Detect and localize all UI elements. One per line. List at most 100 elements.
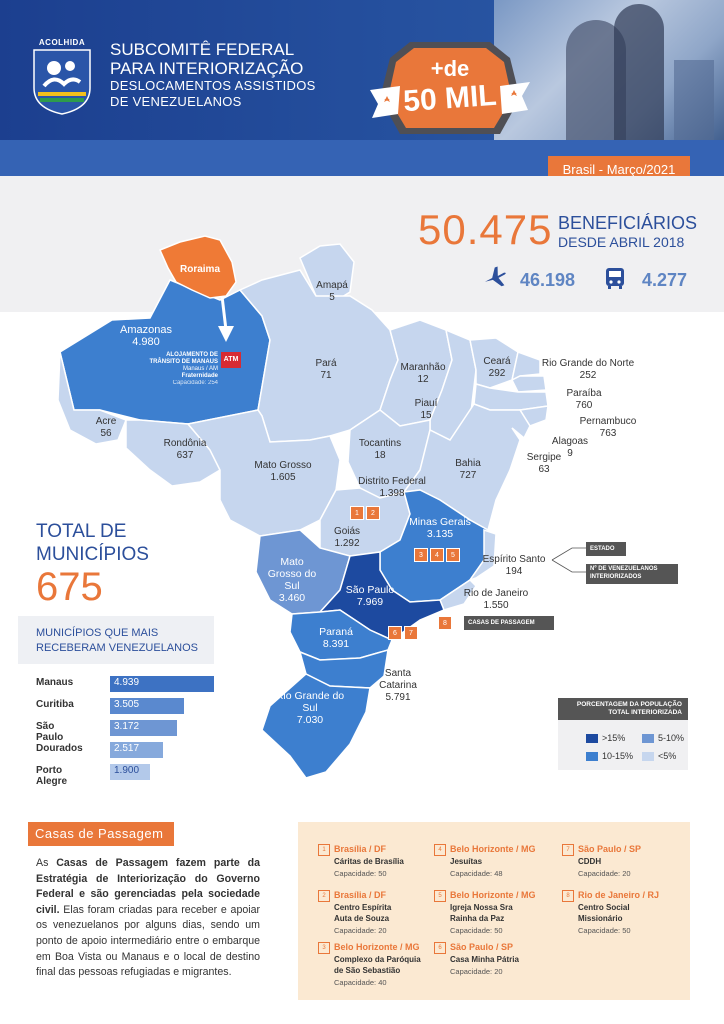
total-municipios-title: TOTAL DE MUNICÍPIOS bbox=[36, 521, 149, 565]
label-mato-grosso-do-sul: Mato Grosso do Sul 3.460 bbox=[267, 556, 317, 604]
casa-name: Cáritas de Brasília bbox=[334, 857, 404, 866]
state-espirito-santo bbox=[468, 528, 497, 582]
casa-city: Belo Horizonte / MG bbox=[450, 890, 536, 900]
bar bbox=[110, 698, 184, 714]
house-icon: 1 bbox=[318, 844, 330, 856]
label-pe: Pernambuco 763 bbox=[579, 416, 637, 439]
casa-capacity: Capacidade: 50 bbox=[450, 926, 503, 935]
house-icon: 5 bbox=[434, 890, 446, 902]
house-icon: 2 bbox=[318, 890, 330, 902]
house-5-marker: 5 bbox=[446, 548, 460, 562]
bus-icon bbox=[606, 268, 624, 289]
house-icon: 4 bbox=[434, 844, 446, 856]
legend-lt5: <5% bbox=[658, 751, 677, 761]
alojamento-manaus: ALOJAMENTO DE TRÂNSITO DE MANAUS Manaus … bbox=[149, 352, 218, 386]
casa-capacity: Capacidade: 40 bbox=[334, 978, 387, 987]
house-icon: 3 bbox=[318, 942, 330, 954]
bar-label: Dourados bbox=[36, 743, 83, 754]
municipios-box bbox=[18, 616, 214, 664]
label-espirito-santo: Espírito Santo 194 bbox=[482, 554, 546, 577]
state-ceara bbox=[469, 337, 519, 389]
house-4-marker: 4 bbox=[430, 548, 444, 562]
label-para: Pará 71 bbox=[315, 358, 337, 381]
fifty-thousand-badge: +de 50 MIL bbox=[370, 38, 530, 148]
casa-city: São Paulo / SP bbox=[578, 844, 642, 854]
state-rio-grande-do-sul bbox=[261, 673, 371, 779]
title-line2: PARA INTERIORIZAÇÃO bbox=[110, 59, 304, 78]
bar-label: São Paulo bbox=[36, 721, 64, 743]
label-df: Distrito Federal 1.398 bbox=[358, 476, 426, 499]
badge-prefix: +de bbox=[430, 56, 470, 81]
header-banner bbox=[0, 0, 724, 140]
bus-count: 4.277 bbox=[642, 270, 688, 290]
bar bbox=[110, 676, 214, 692]
house-3-marker: 3 bbox=[414, 548, 428, 562]
label-bahia: Bahia 727 bbox=[455, 458, 481, 481]
bar-value: 2.517 bbox=[114, 743, 140, 754]
bar bbox=[110, 742, 163, 758]
header-photo bbox=[494, 0, 724, 140]
legend-10-15: 10-15% bbox=[602, 751, 634, 761]
casa-capacity: Capacidade: 20 bbox=[334, 926, 387, 935]
label-rondonia: Rondônia 637 bbox=[163, 438, 207, 461]
casa-capacity: Capacidade: 50 bbox=[578, 926, 631, 935]
casa-name: Centro Espírita Auta de Souza bbox=[334, 903, 392, 923]
casa-city: São Paulo / SP bbox=[450, 942, 514, 952]
acolhida-logo bbox=[33, 49, 91, 115]
label-se: Sergipe 63 bbox=[526, 452, 562, 475]
casa-capacity: Capacidade: 48 bbox=[450, 869, 503, 878]
legend-estado: ESTADO bbox=[586, 542, 626, 556]
bar bbox=[110, 764, 150, 780]
label-mato-grosso: Mato Grosso 1.605 bbox=[254, 460, 312, 483]
house-1-marker: 1 bbox=[350, 506, 364, 520]
casa-name: Complexo da Paróquia de São Sebastião bbox=[334, 955, 421, 975]
subtitle-line1: DESLOCAMENTOS ASSISTIDOS bbox=[110, 78, 316, 93]
municipios-box-title: MUNICÍPIOS QUE MAIS RECEBERAM VENEZUELAN… bbox=[36, 627, 198, 654]
label-amapa: Amapá 5 bbox=[316, 280, 348, 303]
bar-label: Curitiba bbox=[36, 699, 74, 710]
brazil-map bbox=[57, 235, 586, 779]
state-roraima bbox=[158, 235, 237, 299]
total-municipios-number: 675 bbox=[36, 565, 103, 609]
plane-count: 46.198 bbox=[520, 270, 576, 290]
casa-capacity: Capacidade: 50 bbox=[334, 869, 387, 878]
casa-name: Centro Social Missionário bbox=[578, 903, 630, 923]
legend-numero: Nº DE VENEZUELANOS INTERIORIZADOS bbox=[586, 564, 678, 584]
legend-gt15: >15% bbox=[602, 733, 626, 743]
page-subtitle: DESLOCAMENTOS ASSISTIDOS DE VENEZUELANOS bbox=[110, 78, 316, 110]
label-al: Alagoas 9 bbox=[551, 436, 589, 459]
bar-value: 3.505 bbox=[114, 699, 140, 710]
airplane-icon bbox=[485, 266, 506, 287]
casa-name: Igreja Nossa Sra Rainha da Paz bbox=[450, 903, 513, 923]
label-maranhao: Maranhão 12 bbox=[400, 362, 446, 385]
label-parana: Paraná 8.391 bbox=[319, 626, 353, 650]
label-piaui: Piauí 15 bbox=[414, 398, 438, 421]
subtitle-line2: DE VENEZUELANOS bbox=[110, 94, 242, 109]
house-icon: 8 bbox=[562, 890, 574, 902]
title-line1: SUBCOMITÊ FEDERAL bbox=[110, 40, 295, 59]
bar-label: Manaus bbox=[36, 677, 74, 688]
house-6-marker: 6 bbox=[388, 626, 402, 640]
legend-casas: CASAS DE PASSAGEM bbox=[464, 616, 554, 630]
bar-value: 4.939 bbox=[114, 677, 140, 688]
label-tocantins: Tocantins 18 bbox=[358, 438, 402, 461]
house-2-marker: 2 bbox=[366, 506, 380, 520]
legend-swatch-10-15 bbox=[586, 752, 598, 761]
legend-5-10: 5-10% bbox=[658, 733, 685, 743]
casa-city: Belo Horizonte / MG bbox=[334, 942, 420, 952]
logo-text: ACOLHIDA bbox=[38, 38, 86, 47]
population-legend-title: PORCENTAGEM DA POPULAÇÃO TOTAL INTERIORI… bbox=[558, 698, 688, 720]
house-icon: 6 bbox=[434, 942, 446, 954]
label-sao-paulo: São Paulo 7.969 bbox=[345, 584, 395, 608]
casa-city: Rio de Janeiro / RJ bbox=[578, 890, 660, 900]
label-roraima: Roraima bbox=[179, 264, 220, 275]
casa-city: Brasília / DF bbox=[334, 890, 387, 900]
casa-name: Casa Minha Pátria bbox=[450, 955, 519, 964]
atm-marker: ATM bbox=[221, 352, 241, 368]
legend-swatch-lt5 bbox=[642, 752, 654, 761]
label-ceara: Ceará 292 bbox=[483, 356, 511, 379]
beneficiarios-since: DESDE ABRIL 2018 bbox=[558, 234, 685, 250]
page-title: SUBCOMITÊ FEDERAL PARA INTERIORIZAÇÃO bbox=[110, 40, 303, 78]
state-acre bbox=[57, 351, 127, 445]
legend-swatch-5-10 bbox=[642, 734, 654, 743]
